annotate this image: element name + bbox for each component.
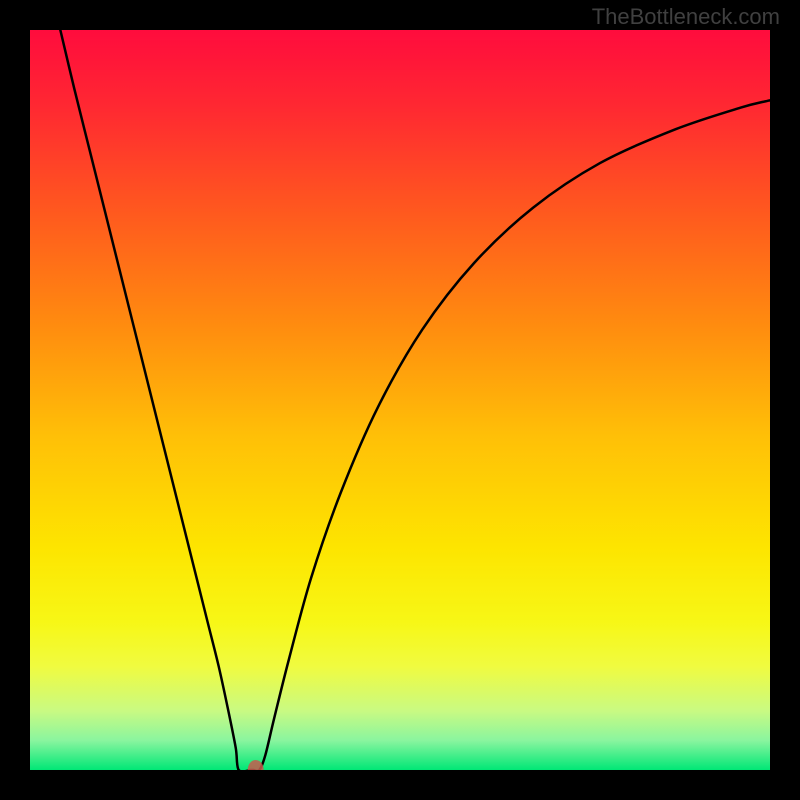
bottleneck-chart <box>0 0 800 800</box>
watermark-text: TheBottleneck.com <box>592 4 780 30</box>
gradient-background <box>30 30 770 770</box>
chart-container: TheBottleneck.com <box>0 0 800 800</box>
